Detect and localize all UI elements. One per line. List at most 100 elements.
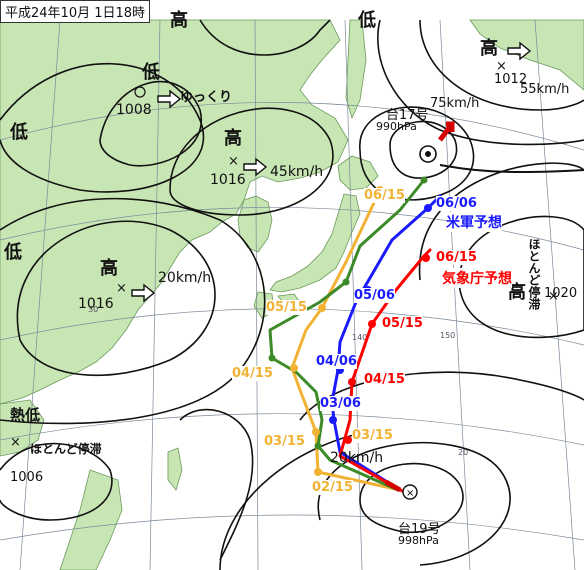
low-top-left-label: 低	[10, 122, 28, 143]
system-note: ほとんど停滞	[527, 238, 541, 310]
isobar	[0, 442, 113, 521]
system-motion: ゆっくり	[180, 90, 233, 105]
jma-point	[422, 254, 430, 262]
isobar	[418, 162, 584, 281]
hollow-arrow-icon	[507, 41, 532, 61]
usa-time-label: 05/06	[354, 288, 395, 303]
system-type: 熱低	[10, 406, 41, 424]
isobar	[179, 408, 254, 561]
isobar	[317, 442, 511, 566]
jma-forecast-label: 気象庁予想	[442, 268, 512, 288]
korean-peninsula	[237, 195, 273, 253]
stationary-front	[439, 164, 584, 174]
system-type: 高	[224, 128, 242, 149]
jma-point	[368, 320, 376, 328]
system-pressure: 1020	[544, 286, 578, 301]
typhoon-center-icon	[402, 484, 418, 500]
parallel-line	[0, 102, 584, 151]
system-motion: 20km/h	[158, 270, 212, 286]
low-top-label: 低	[358, 10, 376, 31]
usa-time-label: 04/06	[316, 354, 357, 369]
green-point	[314, 442, 322, 450]
usa-point	[329, 416, 337, 424]
typhoon-eye-icon	[425, 151, 431, 157]
system-pressure: 1008	[116, 102, 152, 118]
meridian-line	[534, 19, 576, 570]
isobar	[0, 197, 266, 425]
meridian-line	[439, 19, 471, 570]
center-x-icon: ×	[116, 281, 127, 296]
typhoon-pressure: 998hPa	[398, 534, 439, 547]
typhoon-x-icon: ×	[406, 488, 414, 499]
orange-time-label: 02/15	[312, 480, 353, 495]
system-pressure: 1016	[210, 172, 246, 188]
low-left-label: 低	[4, 242, 22, 263]
motion-arrows	[131, 41, 532, 303]
orange-point	[312, 428, 320, 436]
system-type: 高	[508, 282, 526, 303]
isobar	[389, 120, 458, 179]
green-point	[420, 176, 428, 184]
isobar	[219, 429, 381, 570]
land-masses	[0, 19, 584, 570]
meridian-line	[344, 19, 363, 570]
parallel-line	[0, 207, 584, 251]
center-x-icon: ×	[496, 59, 507, 74]
hollow-arrow-icon	[243, 157, 268, 177]
typhoon-name: 台19号	[398, 522, 441, 537]
parallel-line	[0, 413, 584, 446]
south-china-coast	[0, 399, 45, 457]
system-type: 高	[100, 258, 118, 279]
kamchatka	[469, 19, 584, 91]
grid-label-140: 140	[352, 333, 367, 342]
hollow-arrow-icon	[157, 89, 182, 109]
isobar	[0, 62, 205, 193]
isobar	[359, 462, 464, 534]
isobar	[169, 107, 334, 216]
philippines	[59, 469, 123, 570]
usa-time-label: 06/06	[436, 196, 477, 211]
hollow-arrow-icon	[131, 283, 156, 303]
orange-time-label: 04/15	[232, 366, 273, 381]
motion-arrow-icon	[438, 121, 455, 142]
jma-time-label: 06/15	[436, 250, 477, 265]
jma-point	[348, 378, 356, 386]
typhoon-motion: 20km/h	[330, 450, 384, 466]
jma-point	[344, 436, 352, 444]
orange-point	[314, 468, 322, 476]
hokkaido	[337, 155, 379, 191]
orange-point	[318, 304, 326, 312]
center-marks: × × × × ×	[10, 59, 559, 450]
system-pressure: 1006	[10, 470, 44, 485]
isobar	[419, 19, 584, 111]
system-type: 低	[142, 62, 160, 83]
system-pressure: 1012	[494, 72, 528, 87]
isobar	[99, 81, 203, 167]
typhoon-name: 台17号	[386, 108, 429, 123]
center-x-icon: ×	[228, 154, 239, 169]
system-type: 高	[480, 38, 498, 59]
isobar	[16, 220, 216, 377]
usa-forecast-label: 米軍予想	[446, 212, 502, 232]
orange-time-label: 03/15	[264, 434, 305, 449]
jma-time-label: 05/15	[382, 316, 423, 331]
orange-time-label: 06/15	[364, 188, 405, 203]
orange-time-label: 05/15	[266, 300, 307, 315]
high-top-label: 高	[170, 10, 188, 31]
datetime-header: 平成24年10月 1日18時	[0, 0, 151, 23]
taiwan	[167, 447, 183, 491]
orange-point	[290, 364, 298, 372]
meridian-line	[19, 19, 61, 570]
grid-label-30: 30	[88, 305, 98, 314]
center-x-icon: ×	[10, 435, 21, 450]
green-point	[268, 354, 276, 362]
typhoon-19-marker: ×	[384, 479, 418, 500]
honshu	[269, 193, 361, 293]
center-x-icon: ×	[548, 289, 559, 304]
meridian-line	[149, 19, 161, 570]
usa-time-label: 03/06	[320, 396, 361, 411]
parallel-line	[0, 514, 584, 541]
grid-label-150: 150	[440, 331, 455, 340]
typhoon-pressure: 990hPa	[376, 120, 417, 133]
